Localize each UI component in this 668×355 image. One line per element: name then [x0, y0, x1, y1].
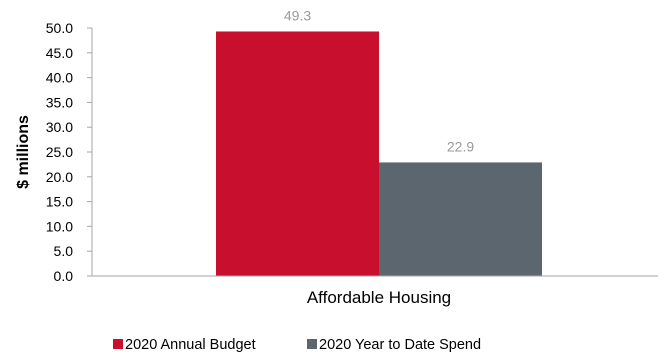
legend-swatch	[113, 339, 123, 349]
bar-data-label: 22.9	[447, 138, 474, 154]
y-tick-label: 10.0	[46, 218, 73, 234]
y-tick-label: 40.0	[46, 70, 73, 86]
bar-data-label: 49.3	[284, 7, 311, 23]
y-tick-label: 30.0	[46, 119, 73, 135]
y-axis-label: $ millions	[15, 115, 32, 189]
bar-ytd-spend	[379, 162, 542, 276]
legend: 2020 Annual Budget 2020 Year to Date Spen…	[113, 337, 481, 353]
y-tick-label: 20.0	[46, 169, 73, 185]
bars: 49.3 22.9	[216, 7, 542, 276]
y-tick-label: 25.0	[46, 144, 73, 160]
y-tick-label: 45.0	[46, 45, 73, 61]
x-category-label: Affordable Housing	[307, 288, 451, 307]
y-tick-label: 0.0	[54, 268, 74, 284]
x-axis: Affordable Housing	[92, 275, 658, 307]
y-tick-label: 5.0	[54, 243, 74, 259]
y-axis: 0.0 5.0 10.0 15.0 20.0 25.0 30.0 35.0 40.0 45.0 50…	[46, 20, 93, 284]
legend-swatch	[307, 339, 317, 349]
bar-annual-budget	[216, 31, 379, 276]
y-tick-label: 15.0	[46, 194, 73, 210]
legend-label: 2020 Year to Date Spend	[319, 337, 481, 353]
y-tick-label: 35.0	[46, 94, 73, 110]
legend-label: 2020 Annual Budget	[125, 337, 256, 353]
y-tick-label: 50.0	[46, 20, 73, 36]
